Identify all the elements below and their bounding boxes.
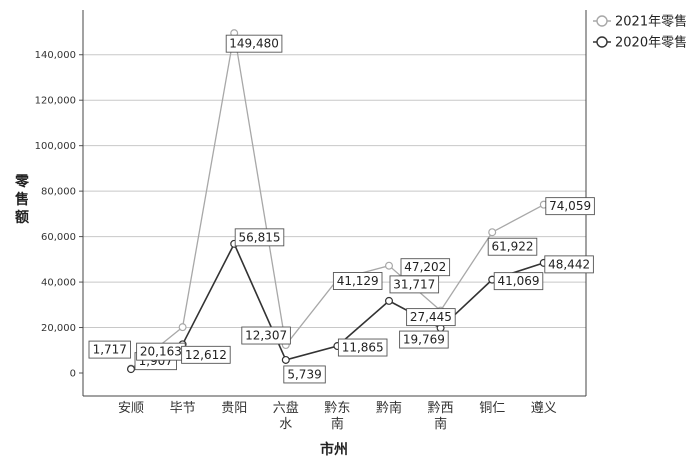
legend-entry-label: 2020年零售	[615, 35, 687, 51]
data-label: 11,865	[342, 341, 384, 355]
data-point	[126, 365, 135, 374]
x-tick-label: 黔东	[324, 401, 350, 416]
y-axis-title-char: 零	[14, 173, 30, 190]
gridlines	[83, 54, 586, 329]
data-label: 19,769	[403, 333, 445, 347]
data-label-box	[544, 255, 594, 274]
y-tick-label: 120,000	[35, 96, 76, 107]
data-label: 5,739	[287, 367, 321, 381]
legend-entry-label: 2021年零售	[615, 14, 687, 30]
data-label-box	[181, 345, 231, 364]
data-label-box	[493, 272, 544, 291]
data-label: 61,922	[492, 240, 534, 254]
x-tick-label: 安顺	[118, 401, 144, 416]
y-tick-label: 80,000	[41, 187, 76, 198]
data-point	[281, 355, 290, 364]
data-label-box	[487, 237, 538, 256]
data-label: 56,815	[239, 230, 281, 244]
data-point	[178, 323, 187, 332]
data-point	[488, 228, 497, 237]
legend: 2021年零售 2020年零售	[593, 14, 687, 51]
y-tick-label: 0	[70, 369, 76, 380]
data-label: 41,129	[337, 274, 379, 288]
data-label: 12,307	[245, 329, 287, 343]
data-label: 27,445	[410, 310, 452, 324]
x-tick-label: 贵阳	[221, 401, 247, 416]
data-label: 20,163	[140, 345, 182, 359]
y-axis-title-char: 售	[14, 191, 29, 208]
data-label: 74,059	[549, 199, 591, 213]
y-tick-label: 40,000	[41, 278, 76, 289]
data-label: 31,717	[393, 277, 435, 291]
y-tick-label: 20,000	[41, 323, 76, 334]
data-label: 1,717	[93, 343, 127, 357]
data-label-box	[406, 308, 456, 327]
series-lines	[126, 29, 548, 374]
data-point	[385, 261, 394, 270]
data-label: 47,202	[404, 260, 446, 274]
data-label-box	[225, 34, 283, 53]
x-tick-label: 铜仁	[479, 401, 505, 416]
x-tick-label: 黔南	[376, 400, 402, 416]
series-line	[130, 33, 545, 370]
data-label: 48,442	[548, 257, 590, 271]
data-label-box	[545, 197, 595, 216]
x-tick-label: 水	[279, 417, 292, 432]
x-tick-label: 南	[434, 416, 447, 432]
data-label: 12,612	[185, 348, 227, 362]
x-axis-title: 市州	[320, 441, 348, 458]
data-label-box	[241, 326, 291, 345]
x-tick-label: 黔西	[428, 401, 454, 416]
legend-swatch-marker	[596, 36, 608, 48]
data-label-box	[399, 330, 449, 349]
data-label: 149,480	[229, 37, 279, 51]
x-tick-label: 遵义	[531, 400, 557, 416]
x-tick-label: 毕节	[170, 401, 196, 416]
y-tick-label: 140,000	[35, 50, 76, 61]
data-point	[385, 296, 394, 305]
data-label-box	[389, 275, 440, 294]
axes: 0 20,000 40,000 60,000 80,000 100,000 120,000 1…	[14, 10, 587, 458]
y-axis-title-char: 额	[15, 209, 29, 226]
legend-swatch-marker	[596, 15, 608, 27]
x-tick-label: 南	[331, 416, 344, 432]
data-label-box	[337, 338, 388, 357]
data-label-box	[234, 228, 285, 247]
x-tick-label: 六盘	[273, 400, 299, 416]
y-tick-label: 100,000	[35, 141, 76, 152]
data-label-box	[283, 365, 326, 384]
data-label: 41,069	[498, 274, 540, 288]
data-labels: 1,90720,163149,48012,30741,12947,20227,4…	[88, 34, 595, 384]
data-label-box	[332, 272, 383, 290]
y-tick-label: 60,000	[41, 232, 76, 243]
data-label-box	[88, 340, 131, 359]
